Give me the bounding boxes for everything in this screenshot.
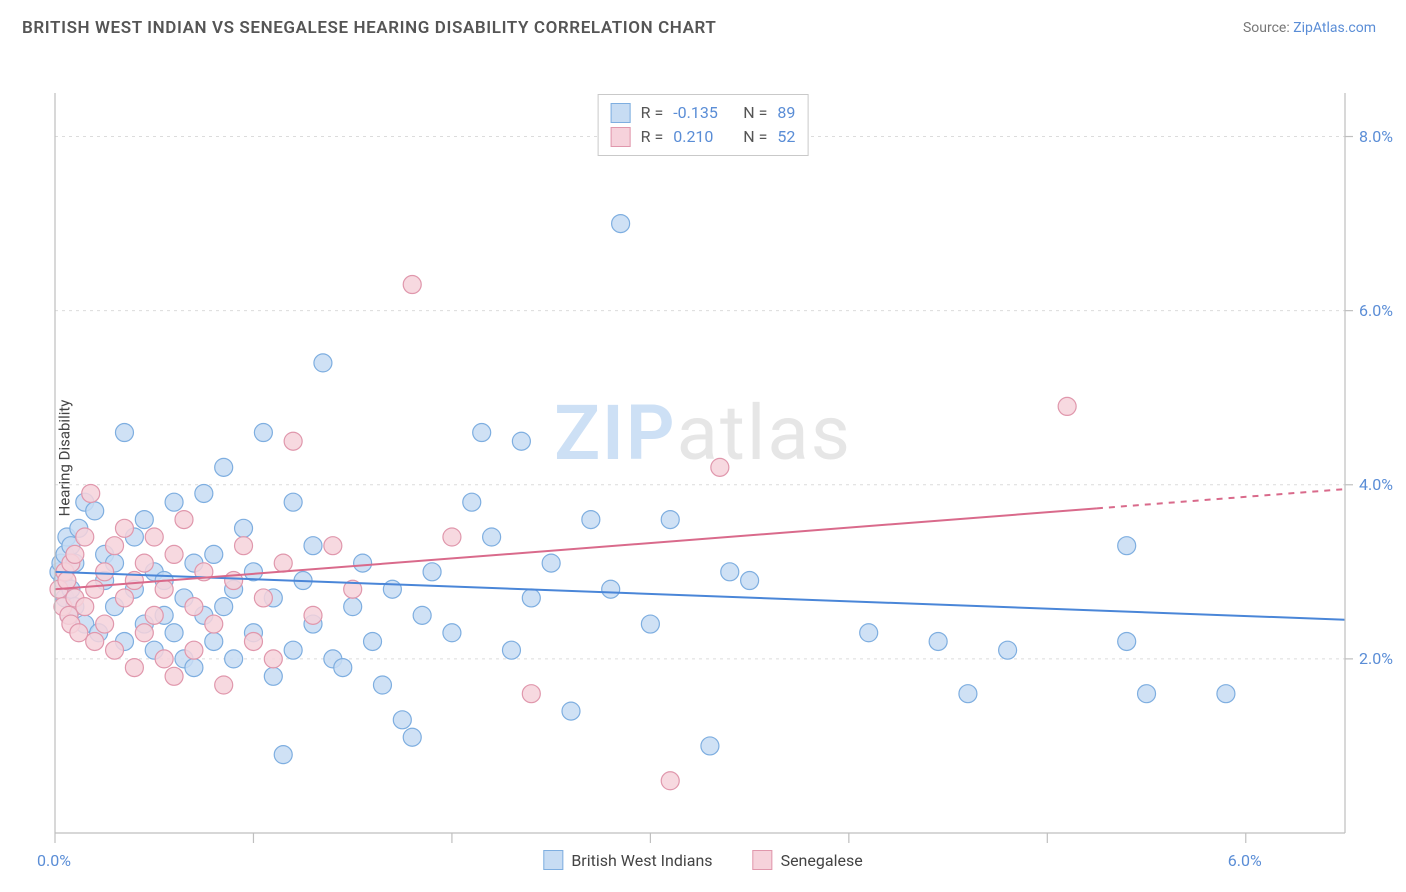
axis-tick-label: 4.0% <box>1359 475 1393 494</box>
series-swatch <box>543 850 563 870</box>
series-swatch <box>611 103 631 123</box>
scatter-plot <box>0 38 1406 878</box>
legend-label: British West Indians <box>571 851 712 870</box>
series-swatch <box>611 127 631 147</box>
legend-label: Senegalese <box>781 851 863 870</box>
stats-row: R =-0.135N =89 <box>611 101 796 125</box>
axis-tick-label: 8.0% <box>1359 127 1393 146</box>
source-prefix: Source: <box>1243 20 1293 36</box>
axis-tick-label: 2.0% <box>1359 649 1393 668</box>
chart-area: Hearing Disability ZIPatlas R =-0.135N =… <box>0 38 1406 878</box>
stats-box: R =-0.135N =89R =0.210N =52 <box>598 94 809 156</box>
axis-tick-label: 0.0% <box>37 851 71 870</box>
chart-header: BRITISH WEST INDIAN VS SENEGALESE HEARIN… <box>0 0 1406 38</box>
series-swatch <box>753 850 773 870</box>
legend-item: British West Indians <box>543 850 712 870</box>
legend: British West Indians Senegalese <box>543 850 862 870</box>
legend-item: Senegalese <box>753 850 863 870</box>
axis-tick-label: 6.0% <box>1359 301 1393 320</box>
stats-row: R =0.210N =52 <box>611 125 796 149</box>
source-link[interactable]: ZipAtlas.com <box>1293 20 1376 36</box>
axis-tick-label: 6.0% <box>1228 851 1262 870</box>
chart-title: BRITISH WEST INDIAN VS SENEGALESE HEARIN… <box>22 18 716 38</box>
source-label: Source: ZipAtlas.com <box>1243 20 1376 36</box>
y-axis-label: Hearing Disability <box>55 400 73 517</box>
